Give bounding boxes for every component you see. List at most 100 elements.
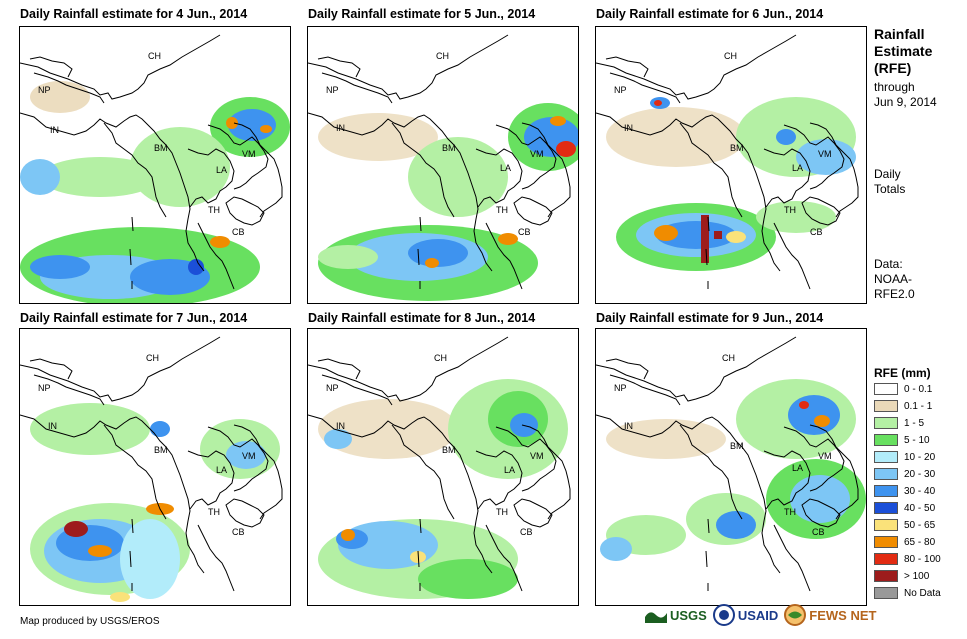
usgs-wave-icon <box>645 612 667 623</box>
usaid-logo: USAID <box>712 604 779 626</box>
country-label-np: NP <box>38 85 51 95</box>
country-label-vm: VM <box>242 451 256 461</box>
legend-swatch <box>874 434 898 446</box>
country-label-in: IN <box>624 123 633 133</box>
rainfall-map-4 <box>20 336 283 602</box>
country-label-np: NP <box>614 383 627 393</box>
legend-swatch <box>874 587 898 599</box>
legend-label: 0.1 - 1 <box>904 400 933 412</box>
country-label-np: NP <box>38 383 51 393</box>
country-label-vm: VM <box>530 149 544 159</box>
data-line2: NOAA- <box>874 272 913 286</box>
country-label-bm: BM <box>730 441 744 451</box>
data-line1: Data: <box>874 257 903 271</box>
legend-label: 80 - 100 <box>904 553 941 565</box>
country-label-bm: BM <box>730 143 744 153</box>
panel-title-1: Daily Rainfall estimate for 4 Jun., 2014 <box>20 7 248 21</box>
daily-line1: Daily <box>874 167 901 181</box>
legend-item: 80 - 100 <box>874 552 941 566</box>
fewsnet-logo: FEWS NET <box>784 604 876 626</box>
country-label-in: IN <box>336 421 345 431</box>
country-label-in: IN <box>50 125 59 135</box>
rainfall-map-1 <box>20 34 290 303</box>
country-label-th: TH <box>496 205 508 215</box>
legend-swatch <box>874 519 898 531</box>
daily-totals-note: Daily Totals <box>874 167 905 197</box>
country-label-vm: VM <box>530 451 544 461</box>
legend-item: 30 - 40 <box>874 484 935 498</box>
legend-title: RFE (mm) <box>874 366 931 380</box>
country-label-bm: BM <box>442 143 456 153</box>
country-label-ch: CH <box>434 353 447 363</box>
rainfall-map-3 <box>596 34 859 290</box>
country-label-in: IN <box>624 421 633 431</box>
country-label-bm: BM <box>154 143 168 153</box>
legend-item: > 100 <box>874 569 929 583</box>
country-label-ch: CH <box>722 353 735 363</box>
legend-label: 20 - 30 <box>904 468 936 480</box>
panel-title-6: Daily Rainfall estimate for 9 Jun., 2014 <box>596 311 824 325</box>
panel-title-3: Daily Rainfall estimate for 6 Jun., 2014 <box>596 7 824 21</box>
country-label-np: NP <box>614 85 627 95</box>
country-label-la: LA <box>792 163 804 173</box>
country-label-ch: CH <box>148 51 161 61</box>
country-label-la: LA <box>504 465 516 475</box>
country-label-vm: VM <box>818 451 832 461</box>
legend-label: 0 - 0.1 <box>904 383 933 395</box>
country-label-vm: VM <box>242 149 256 159</box>
legend-label: > 100 <box>904 570 930 582</box>
country-label-la: LA <box>500 163 512 173</box>
fewsnet-globe-icon <box>784 604 807 626</box>
country-label-ch: CH <box>146 353 159 363</box>
country-label-th: TH <box>784 205 796 215</box>
legend-label: 30 - 40 <box>904 485 936 497</box>
legend-item: 10 - 20 <box>874 450 935 464</box>
legend-swatch <box>874 553 898 565</box>
country-label-in: IN <box>48 421 57 431</box>
country-label-np: NP <box>326 85 339 95</box>
legend-item: 0 - 0.1 <box>874 382 932 396</box>
sidebar-title-line2: Estimate <box>874 43 933 59</box>
data-source-note: Data: NOAA- RFE2.0 <box>874 257 915 302</box>
legend-label: 50 - 65 <box>904 519 936 531</box>
country-label-cb: CB <box>232 527 245 537</box>
country-label-th: TH <box>208 205 220 215</box>
rainfall-map-panel-3: CH NP IN BM LA VM TH CB <box>595 26 867 304</box>
legend-swatch <box>874 485 898 497</box>
fewsnet-logo-text: FEWS NET <box>809 607 877 623</box>
legend-item: 50 - 65 <box>874 518 935 532</box>
rainfall-map-panel-4: CH NP IN BM LA VM TH CB <box>19 328 291 606</box>
country-label-la: LA <box>792 463 804 473</box>
through-label: through <box>874 80 915 94</box>
sidebar-title: Rainfall Estimate (RFE) through Jun 9, 2… <box>874 26 937 110</box>
panel-title-4: Daily Rainfall estimate for 7 Jun., 2014 <box>20 311 248 325</box>
legend-swatch <box>874 400 898 412</box>
country-label-th: TH <box>784 507 796 517</box>
through-date: Jun 9, 2014 <box>874 95 937 109</box>
legend-swatch <box>874 451 898 463</box>
country-label-ch: CH <box>436 51 449 61</box>
rainfall-map-panel-5: CH NP IN BM LA VM TH CB <box>307 328 579 606</box>
legend-label: 40 - 50 <box>904 502 936 514</box>
legend-swatch <box>874 502 898 514</box>
country-label-cb: CB <box>518 227 531 237</box>
legend-item: No Data <box>874 586 941 600</box>
usaid-logo-text: USAID <box>737 607 779 623</box>
legend-label: 65 - 80 <box>904 536 936 548</box>
rainfall-map-2 <box>308 34 578 301</box>
sidebar-title-line3: (RFE) <box>874 60 912 76</box>
country-label-la: LA <box>216 165 228 175</box>
country-label-np: NP <box>326 383 339 393</box>
country-label-cb: CB <box>232 227 245 237</box>
daily-line2: Totals <box>874 182 906 196</box>
country-label-cb: CB <box>812 527 825 537</box>
usgs-logo-text: USGS <box>670 607 707 623</box>
legend-item: 1 - 5 <box>874 416 924 430</box>
legend-swatch <box>874 570 898 582</box>
legend-item: 20 - 30 <box>874 467 935 481</box>
sidebar-title-line1: Rainfall <box>874 26 925 42</box>
legend-swatch <box>874 383 898 395</box>
rainfall-map-5 <box>308 336 571 599</box>
country-label-vm: VM <box>818 149 832 159</box>
usaid-seal-icon <box>712 604 735 626</box>
